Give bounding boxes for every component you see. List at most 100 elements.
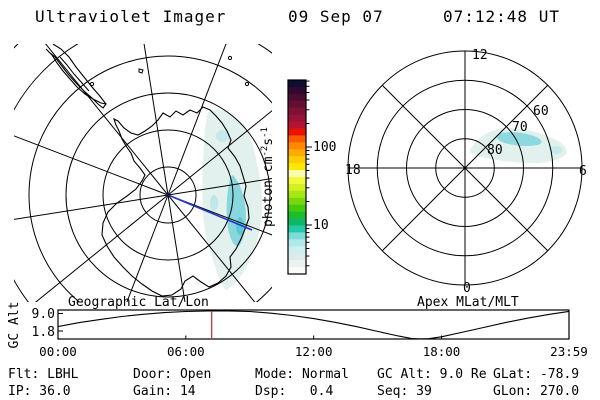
- status-door: Door: Open: [133, 367, 212, 382]
- orbit-altitude-curve: [58, 310, 569, 339]
- colorbar-tick-label-10: 10: [313, 218, 329, 233]
- meridian-line: [35, 194, 169, 302]
- right-plot-caption: Apex MLat/MLT: [417, 295, 519, 310]
- gc-alt-panel: 00:00 06:00 12:00 18:00 23:59 9.0 1.8 GC Alt: [7, 302, 588, 359]
- status-gain: Gain: 14: [133, 384, 196, 399]
- colorbar-band: [288, 121, 306, 129]
- time-tick-label: 18:00: [423, 344, 461, 359]
- colorbar-band: [288, 260, 306, 268]
- date-label: 09 Sep 07: [288, 7, 384, 26]
- island-icon: [89, 81, 95, 87]
- time-label: 07:12:48 UT: [443, 7, 560, 26]
- time-tick-label: 12:00: [295, 344, 333, 359]
- colorbar-band: [288, 232, 306, 240]
- meridian-line: [45, 44, 169, 196]
- antarctica-coastline: [101, 106, 250, 297]
- colorbar-band: [288, 253, 306, 261]
- colorbar-band: [288, 204, 306, 213]
- colorbar-band: [288, 128, 306, 136]
- colorbar-band: [288, 218, 306, 226]
- meridian-line: [167, 194, 272, 236]
- lat-circle: [28, 55, 272, 302]
- colorbar-band: [288, 100, 306, 109]
- geo-grid: [14, 44, 272, 302]
- meridian-line: [14, 194, 169, 220]
- colorbar-band: [288, 80, 306, 88]
- colorbar-band: [288, 135, 306, 143]
- ytick-label-top: 9.0: [32, 307, 55, 322]
- meridian-line: [167, 110, 272, 196]
- mlt-spoke: [381, 84, 466, 169]
- mlt-spoke: [464, 167, 549, 252]
- status-ip: IP: 36.0: [8, 384, 71, 399]
- mlt-label-6: 6: [579, 164, 587, 179]
- ytick-label-bottom: 1.8: [32, 325, 55, 340]
- colorbar-tick-label-100: 100: [313, 140, 336, 155]
- aurora-spot-mid: [210, 195, 218, 211]
- colorbar-unit-label: photon cm-2s-1: [260, 127, 276, 227]
- meridian-line: [14, 135, 169, 196]
- pole-dot: [165, 192, 171, 198]
- status-mode: Mode: Normal: [255, 367, 349, 382]
- status-seq: Seq: 39: [377, 384, 432, 399]
- status-glon: GLon: 270.0: [493, 384, 580, 399]
- colorbar-ticks: [306, 80, 312, 267]
- colorbar-band: [288, 246, 306, 254]
- colorbar-band: [288, 114, 306, 122]
- time-tick-label: 06:00: [167, 344, 205, 359]
- aurora-spot-right: [550, 146, 562, 154]
- colorbar-band: [288, 86, 306, 95]
- colorbar-band: [288, 163, 306, 171]
- status-glat: GLat: -78.9: [493, 367, 580, 382]
- mlt-label-0: 0: [463, 281, 471, 296]
- meridian-line: [167, 194, 256, 302]
- mlt-label-12: 12: [472, 48, 488, 63]
- mlt-label-18: 18: [345, 163, 361, 178]
- mlat-label-80: 80: [487, 143, 503, 158]
- island-icon: [227, 55, 233, 61]
- colorbar-band: [288, 142, 306, 150]
- colorbar-band: [288, 239, 306, 247]
- lat-circle: [102, 129, 234, 261]
- colorbar-band: [288, 211, 306, 219]
- colorbar-band: [288, 107, 306, 116]
- colorbar-band: [288, 267, 306, 275]
- colorbar-frame: [287, 79, 307, 275]
- colorbar-band: [288, 156, 306, 164]
- lat-circle: [65, 92, 271, 298]
- colorbar-band: [288, 177, 306, 185]
- island-icon: [244, 81, 250, 87]
- mlt-grid: [347, 50, 583, 286]
- colorbar-band: [288, 190, 306, 199]
- gc-alt-axis-label: GC Alt: [7, 302, 22, 349]
- island-icon: [138, 68, 144, 74]
- colorbar-band: [288, 149, 306, 157]
- mlat-label-70: 70: [512, 120, 528, 135]
- left-map-caption: Geographic Lat/Lon: [68, 295, 209, 310]
- gc-alt-plot-frame: [57, 309, 570, 340]
- lat-circle: [139, 166, 197, 224]
- apex-polar-panel: 12 18 6 0 60 70 80: [345, 48, 587, 296]
- meridian-line: [143, 44, 169, 196]
- time-tick-label: 23:59: [550, 344, 588, 359]
- mlt-spoke: [381, 167, 466, 252]
- geographic-map-panel: [14, 44, 272, 302]
- colorbar-band: [288, 170, 306, 178]
- inner-coast-detail: [59, 56, 90, 92]
- page-title: Ultraviolet Imager: [35, 7, 227, 26]
- colorbar-band: [288, 197, 306, 206]
- colorbar: [288, 80, 306, 275]
- meridian-line: [126, 194, 169, 302]
- status-gc-alt: GC Alt: 9.0 Re: [377, 367, 487, 382]
- meridian-line: [167, 178, 272, 196]
- colorbar-band: [288, 93, 306, 102]
- time-axis: 00:00 06:00 12:00 18:00 23:59: [39, 335, 588, 359]
- status-dsp: Dsp: 0.4: [255, 384, 334, 399]
- south-america-coastline: [45, 44, 107, 109]
- colorbar-band: [288, 225, 306, 233]
- meridian-line: [167, 194, 186, 302]
- orbit-track-line: [167, 194, 253, 231]
- aurora-spot-top: [216, 130, 230, 142]
